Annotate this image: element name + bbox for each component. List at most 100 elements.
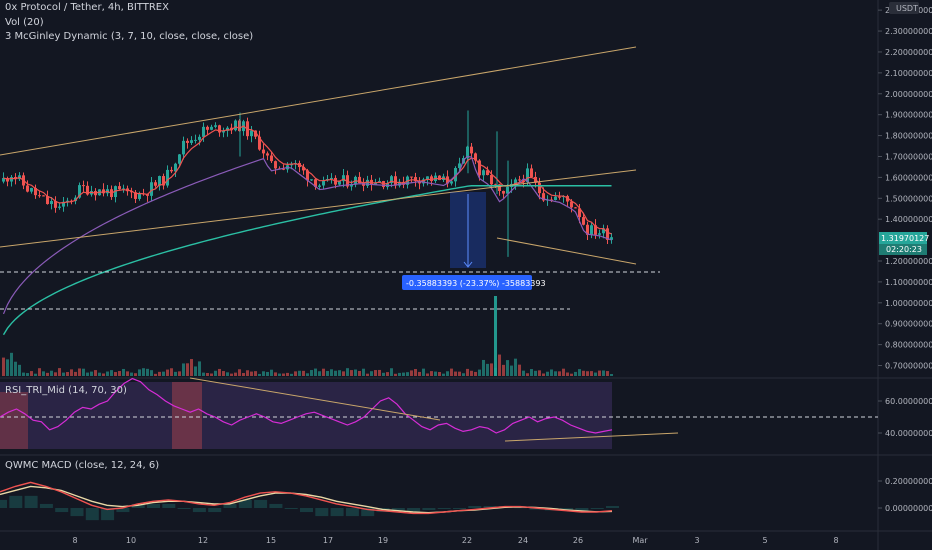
candle-body bbox=[610, 237, 613, 240]
candle-body bbox=[310, 179, 313, 181]
volume-bar bbox=[114, 372, 117, 376]
volume-bar bbox=[98, 372, 101, 376]
measure-tooltip bbox=[402, 275, 532, 290]
volume-bar bbox=[158, 371, 161, 376]
candle-body bbox=[154, 182, 157, 186]
macd-histogram-bar bbox=[453, 508, 466, 509]
candle-body bbox=[26, 185, 29, 192]
macd-histogram-bar bbox=[575, 508, 589, 512]
volume-bar bbox=[6, 359, 9, 376]
candle-body bbox=[578, 208, 581, 218]
measure-arrow-head bbox=[463, 261, 473, 268]
volume-bar bbox=[262, 371, 265, 376]
volume-spike bbox=[494, 296, 497, 376]
price-tick-label: 0.80000000 bbox=[885, 341, 932, 350]
price-panel[interactable]: -0.35883393 (-23.37%) -35883393 bbox=[0, 46, 660, 376]
chart-title: 0x Protocol / Tether, 4h, BITTREX bbox=[5, 2, 169, 13]
volume-bar bbox=[10, 352, 13, 376]
volume-bar bbox=[274, 372, 277, 376]
candle-body bbox=[82, 185, 85, 187]
candle-body bbox=[594, 225, 597, 235]
rsi-panel[interactable] bbox=[0, 377, 878, 449]
candle-body bbox=[178, 154, 181, 164]
volume-bar bbox=[26, 373, 29, 376]
candle-body bbox=[266, 153, 269, 156]
volume-bar bbox=[214, 370, 217, 376]
candle-body bbox=[170, 169, 173, 172]
candle-body bbox=[306, 170, 309, 181]
volume-bar bbox=[526, 373, 529, 376]
volume-bar bbox=[70, 369, 73, 376]
candle-body bbox=[494, 184, 497, 186]
candle-body bbox=[274, 161, 277, 169]
volume-bar bbox=[266, 371, 269, 376]
rsi-trendline bbox=[189, 377, 441, 421]
price-tick-label: 1.40000000 bbox=[885, 215, 932, 224]
volume-bar bbox=[346, 368, 349, 376]
volume-bar bbox=[434, 371, 437, 376]
volume-bar bbox=[554, 371, 557, 376]
macd-histogram-bar bbox=[407, 508, 421, 513]
channel-lower-line bbox=[496, 237, 637, 265]
volume-bar bbox=[470, 370, 473, 376]
volume-bar bbox=[198, 361, 201, 376]
volume-bar bbox=[62, 372, 65, 376]
candle-body bbox=[590, 225, 593, 235]
volume-bar bbox=[130, 372, 133, 376]
countdown-label: 02:20:23 bbox=[886, 245, 922, 254]
volume-bar bbox=[150, 370, 153, 376]
candle-body bbox=[338, 181, 341, 185]
candle-body bbox=[426, 176, 429, 180]
price-tick-label: 2.30000000 bbox=[885, 27, 932, 36]
volume-bar bbox=[446, 371, 449, 376]
volume-bar bbox=[458, 371, 461, 376]
candle-body bbox=[514, 179, 517, 184]
candle-body bbox=[550, 199, 553, 201]
candle-body bbox=[134, 192, 137, 199]
volume-bar bbox=[562, 368, 565, 376]
time-tick-label: 15 bbox=[266, 536, 276, 545]
candle-body bbox=[118, 186, 121, 190]
volume-bar bbox=[466, 368, 469, 376]
macd-histogram-bar bbox=[147, 503, 160, 508]
candle-body bbox=[570, 201, 573, 208]
candle-body bbox=[206, 126, 209, 130]
macd-panel[interactable] bbox=[0, 481, 619, 521]
volume-bar bbox=[282, 373, 285, 376]
macd-tick-label: 0.20000000 bbox=[885, 477, 932, 486]
last-price-label: 1.31970127 bbox=[881, 234, 929, 243]
price-tick-label: 1.50000000 bbox=[885, 194, 932, 203]
candle-body bbox=[74, 197, 77, 202]
volume-bar bbox=[146, 368, 149, 376]
candle-body bbox=[190, 140, 193, 143]
macd-histogram-bar bbox=[300, 508, 313, 513]
time-tick-label: Mar bbox=[632, 536, 648, 545]
volume-bar bbox=[318, 371, 321, 376]
volume-bar bbox=[178, 371, 181, 376]
candle-body bbox=[470, 146, 473, 154]
volume-bar bbox=[406, 372, 409, 376]
volume-bar bbox=[206, 372, 209, 376]
volume-bar bbox=[106, 371, 109, 376]
volume-bar bbox=[202, 372, 205, 376]
volume-bar bbox=[302, 370, 305, 376]
volume-bar bbox=[582, 370, 585, 376]
mcginley-slow-line bbox=[2, 185, 612, 336]
volume-bar bbox=[402, 372, 405, 376]
macd-histogram-bar bbox=[345, 508, 359, 517]
candle-body bbox=[450, 181, 453, 184]
candle-body bbox=[230, 127, 233, 131]
macd-histogram-bar bbox=[315, 508, 329, 517]
volume-bar bbox=[218, 368, 221, 376]
volume-bar bbox=[270, 369, 273, 376]
volume-bar bbox=[350, 370, 353, 376]
candle-body bbox=[214, 125, 217, 127]
volume-bar bbox=[194, 366, 197, 376]
candle-body bbox=[130, 191, 133, 193]
macd-histogram-bar bbox=[437, 508, 451, 509]
volume-bar bbox=[374, 370, 377, 376]
candle-body bbox=[474, 153, 477, 161]
volume-bar bbox=[454, 371, 457, 376]
